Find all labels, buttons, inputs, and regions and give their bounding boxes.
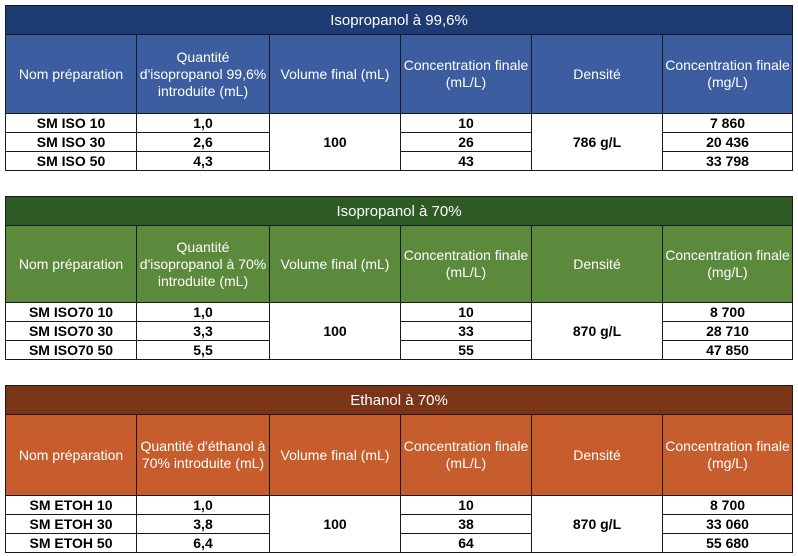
- cell-nom: SM ISO 50: [5, 151, 137, 171]
- cell-quantite: 4,3: [136, 151, 270, 171]
- cell-nom: SM ETOH 30: [5, 514, 137, 534]
- cell-concentration-ml: 64: [400, 533, 532, 553]
- cell-densite: 870 g/L: [531, 302, 663, 360]
- cell-concentration-ml: 38: [400, 514, 532, 534]
- cell-volume-final: 100: [269, 113, 401, 171]
- header-volume-final: Volume final (mL): [269, 225, 401, 303]
- cell-concentration-mg: 47 850: [662, 340, 793, 360]
- cell-concentration-ml: 10: [400, 495, 532, 515]
- header-quantite: Quantité d'isopropanol à 70% introduite …: [136, 225, 270, 303]
- cell-concentration-mg: 8 700: [662, 302, 793, 322]
- cell-concentration-ml: 33: [400, 321, 532, 341]
- header-concentration-mg: Concentration finale (mg/L): [661, 414, 794, 496]
- cell-densite: 870 g/L: [531, 495, 663, 553]
- cell-nom: SM ISO70 50: [5, 340, 137, 360]
- header-concentration-mg: Concentration finale (mg/L): [662, 225, 793, 303]
- cell-quantite: 1,0: [136, 113, 270, 133]
- cell-nom: SM ETOH 10: [5, 495, 137, 515]
- header-densite: Densité: [531, 34, 663, 114]
- cell-nom: SM ISO 30: [5, 132, 137, 152]
- header-quantite: Quantité d'éthanol à 70% introduite (mL): [136, 414, 270, 496]
- cell-concentration-mg: 33 798: [661, 151, 794, 171]
- table-row: SM ISO70 30 3,3 33 28 710: [5, 321, 793, 341]
- table-row: SM ISO70 10 1,0 100 10 870 g/L 8 700: [5, 302, 793, 360]
- header-concentration-ml: Concentration finale (mL/L): [400, 414, 532, 496]
- table-row: SM ETOH 50 6,4 64 55 680: [5, 533, 794, 553]
- header-volume-final: Volume final (mL): [269, 34, 401, 114]
- header-densite: Densité: [531, 225, 663, 303]
- cell-quantite: 5,5: [136, 340, 270, 360]
- cell-nom: SM ISO70 30: [5, 321, 137, 341]
- cell-concentration-mg: 55 680: [661, 533, 794, 553]
- header-concentration-mg: Concentration finale (mg/L): [661, 34, 794, 114]
- header-concentration-ml: Concentration finale (mL/L): [400, 225, 532, 303]
- cell-volume-final: 100: [269, 302, 401, 360]
- cell-concentration-ml: 26: [400, 132, 532, 152]
- cell-concentration-mg: 28 710: [662, 321, 793, 341]
- cell-nom: SM ETOH 50: [5, 533, 137, 553]
- cell-volume-final: 100: [269, 495, 401, 553]
- cell-quantite: 3,8: [136, 514, 270, 534]
- table-row: SM ISO 10 1,0 100 10 786 g/L 7 860: [5, 113, 794, 171]
- cell-quantite: 2,6: [136, 132, 270, 152]
- cell-concentration-mg: 20 436: [661, 132, 794, 152]
- header-nom-preparation: Nom préparation: [5, 414, 137, 496]
- table-row: SM ISO70 50 5,5 55 47 850: [5, 340, 793, 360]
- cell-densite: 786 g/L: [531, 113, 663, 171]
- table-row: SM ISO 50 4,3 43 33 798: [5, 151, 794, 171]
- header-volume-final: Volume final (mL): [269, 414, 401, 496]
- cell-concentration-mg: 33 060: [661, 514, 794, 534]
- header-densite: Densité: [531, 414, 663, 496]
- cell-concentration-ml: 55: [400, 340, 532, 360]
- cell-nom: SM ISO 10: [5, 113, 137, 133]
- cell-concentration-ml: 10: [400, 113, 532, 133]
- header-quantite: Quantité d'isopropanol 99,6% introduite …: [136, 34, 270, 114]
- table-title: Ethanol à 70%: [4, 385, 794, 415]
- header-concentration-ml: Concentration finale (mL/L): [400, 34, 532, 114]
- cell-quantite: 1,0: [136, 495, 270, 515]
- header-nom-preparation: Nom préparation: [5, 225, 137, 303]
- cell-quantite: 1,0: [136, 302, 270, 322]
- cell-concentration-mg: 7 860: [661, 113, 794, 133]
- table-isopropanol-70: Isopropanol à 70% Nom préparation Quanti…: [5, 196, 793, 360]
- table-title: Isopropanol à 70%: [5, 196, 793, 226]
- cell-quantite: 6,4: [136, 533, 270, 553]
- cell-quantite: 3,3: [136, 321, 270, 341]
- table-row: SM ETOH 10 1,0 100 10 870 g/L 8 700: [5, 495, 794, 553]
- table-ethanol-70: Ethanol à 70% Nom préparation Quantité d…: [4, 385, 794, 553]
- table-title: Isopropanol à 99,6%: [4, 5, 794, 35]
- table-isopropanol-99: Isopropanol à 99,6% Nom préparation Quan…: [4, 5, 794, 171]
- cell-nom: SM ISO70 10: [5, 302, 137, 322]
- header-nom-preparation: Nom préparation: [5, 34, 137, 114]
- table-row: SM ETOH 30 3,8 38 33 060: [5, 514, 794, 534]
- cell-concentration-mg: 8 700: [661, 495, 794, 515]
- cell-concentration-ml: 43: [400, 151, 532, 171]
- cell-concentration-ml: 10: [400, 302, 532, 322]
